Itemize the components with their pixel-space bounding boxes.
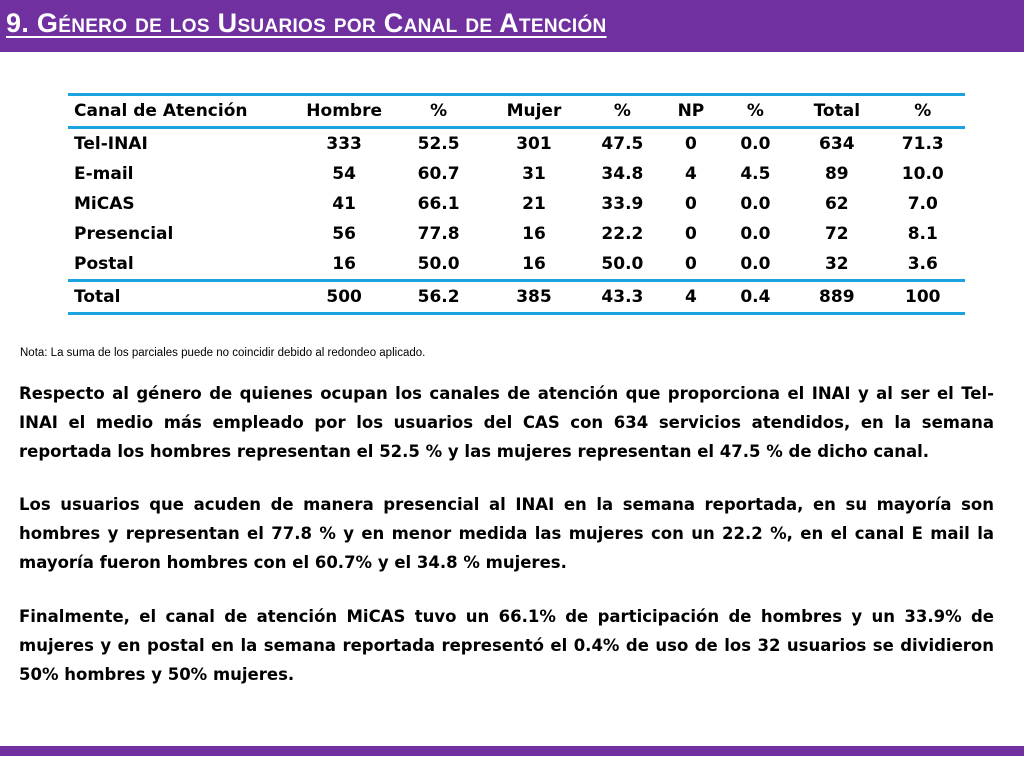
row-np-pct: 0.0 (740, 194, 771, 214)
row-np-pct: 0.0 (740, 134, 771, 154)
row-channel: Tel-INAI (74, 134, 148, 154)
row-np: 0 (685, 194, 697, 214)
row-channel: MiCAS (74, 194, 135, 214)
paragraph-micas-postal: Finalmente, el canal de atención MiCAS t… (19, 607, 994, 684)
row-men-pct: 66.1 (417, 194, 460, 214)
row-channel: Postal (74, 254, 134, 274)
page-title: 9. Género de los Usuarios por Canal de A… (6, 8, 607, 38)
row-total-pct: 71.3 (901, 134, 944, 154)
total-men: 500 (326, 287, 362, 307)
row-women-pct: 47.5 (601, 134, 644, 154)
row-np: 4 (685, 164, 697, 184)
col-header-total: Total (813, 101, 861, 121)
table-row: MiCAS 41 66.1 21 33.9 0 0.0 62 7.0 (68, 189, 965, 219)
col-header-women-pct: % (613, 101, 631, 121)
total-np: 4 (685, 287, 697, 307)
total-np-pct: 0.4 (740, 287, 771, 307)
row-men-pct: 52.5 (417, 134, 460, 154)
paragraph-tel-inai: Respecto al género de quienes ocupan los… (19, 384, 994, 461)
table-row: E-mail 54 60.7 31 34.8 4 4.5 89 10.0 (68, 159, 965, 189)
row-total-pct: 10.0 (901, 164, 944, 184)
col-header-channel: Canal de Atención (74, 101, 248, 121)
total-women: 385 (516, 287, 552, 307)
table-header-row: Canal de Atención Hombre % Mujer % NP % … (68, 94, 965, 128)
total-total: 889 (819, 287, 855, 307)
row-men-pct: 77.8 (417, 224, 460, 244)
row-np-pct: 0.0 (740, 254, 771, 274)
bottom-bar (0, 746, 1024, 756)
row-np: 0 (685, 254, 697, 274)
row-women-pct: 34.8 (601, 164, 644, 184)
row-men-pct: 60.7 (417, 164, 460, 184)
total-total-pct: 100 (905, 287, 941, 307)
col-header-total-pct: % (914, 101, 932, 121)
row-total: 62 (824, 194, 849, 214)
row-total-pct: 8.1 (907, 224, 938, 244)
row-women-pct: 33.9 (601, 194, 644, 214)
row-men: 56 (332, 224, 356, 244)
row-men: 41 (332, 194, 356, 214)
row-np-pct: 0.0 (740, 224, 771, 244)
row-women-pct: 22.2 (601, 224, 644, 244)
row-women: 21 (522, 194, 546, 214)
total-women-pct: 43.3 (601, 287, 644, 307)
col-header-men-pct: % (430, 101, 448, 121)
total-men-pct: 56.2 (417, 287, 460, 307)
title-bar: 9. Género de los Usuarios por Canal de A… (0, 0, 1024, 52)
rounding-note: Nota: La suma de los parciales puede no … (20, 347, 426, 359)
row-men-pct: 50.0 (417, 254, 460, 274)
row-total: 89 (824, 164, 849, 184)
row-total: 72 (824, 224, 849, 244)
row-total: 634 (819, 134, 855, 154)
row-channel: E-mail (74, 164, 134, 184)
row-women: 16 (522, 254, 546, 274)
row-np: 0 (685, 224, 697, 244)
table-total-row: Total 500 56.2 385 43.3 4 0.4 889 100 (68, 280, 965, 314)
row-total: 32 (824, 254, 849, 274)
row-women-pct: 50.0 (601, 254, 644, 274)
table-row: Tel-INAI 333 52.5 301 47.5 0 0.0 634 71.… (68, 128, 965, 160)
col-header-np: NP (677, 101, 705, 121)
col-header-women: Mujer (506, 101, 562, 121)
row-total-pct: 7.0 (907, 194, 938, 214)
row-men: 54 (332, 164, 356, 184)
row-women: 301 (516, 134, 552, 154)
row-women: 16 (522, 224, 546, 244)
row-men: 16 (332, 254, 356, 274)
row-men: 333 (326, 134, 362, 154)
total-label: Total (74, 287, 121, 307)
row-np-pct: 4.5 (740, 164, 771, 184)
row-total-pct: 3.6 (907, 254, 938, 274)
row-women: 31 (522, 164, 546, 184)
paragraph-presencial: Los usuarios que acuden de manera presen… (19, 495, 994, 572)
col-header-np-pct: % (746, 101, 764, 121)
table-row: Postal 16 50.0 16 50.0 0 0.0 32 3.6 (68, 249, 965, 281)
gender-by-channel-table: Canal de Atención Hombre % Mujer % NP % … (68, 93, 965, 315)
table-row: Presencial 56 77.8 16 22.2 0 0.0 72 8.1 (68, 219, 965, 249)
col-header-men: Hombre (306, 101, 382, 121)
row-channel: Presencial (74, 224, 174, 244)
row-np: 0 (685, 134, 697, 154)
